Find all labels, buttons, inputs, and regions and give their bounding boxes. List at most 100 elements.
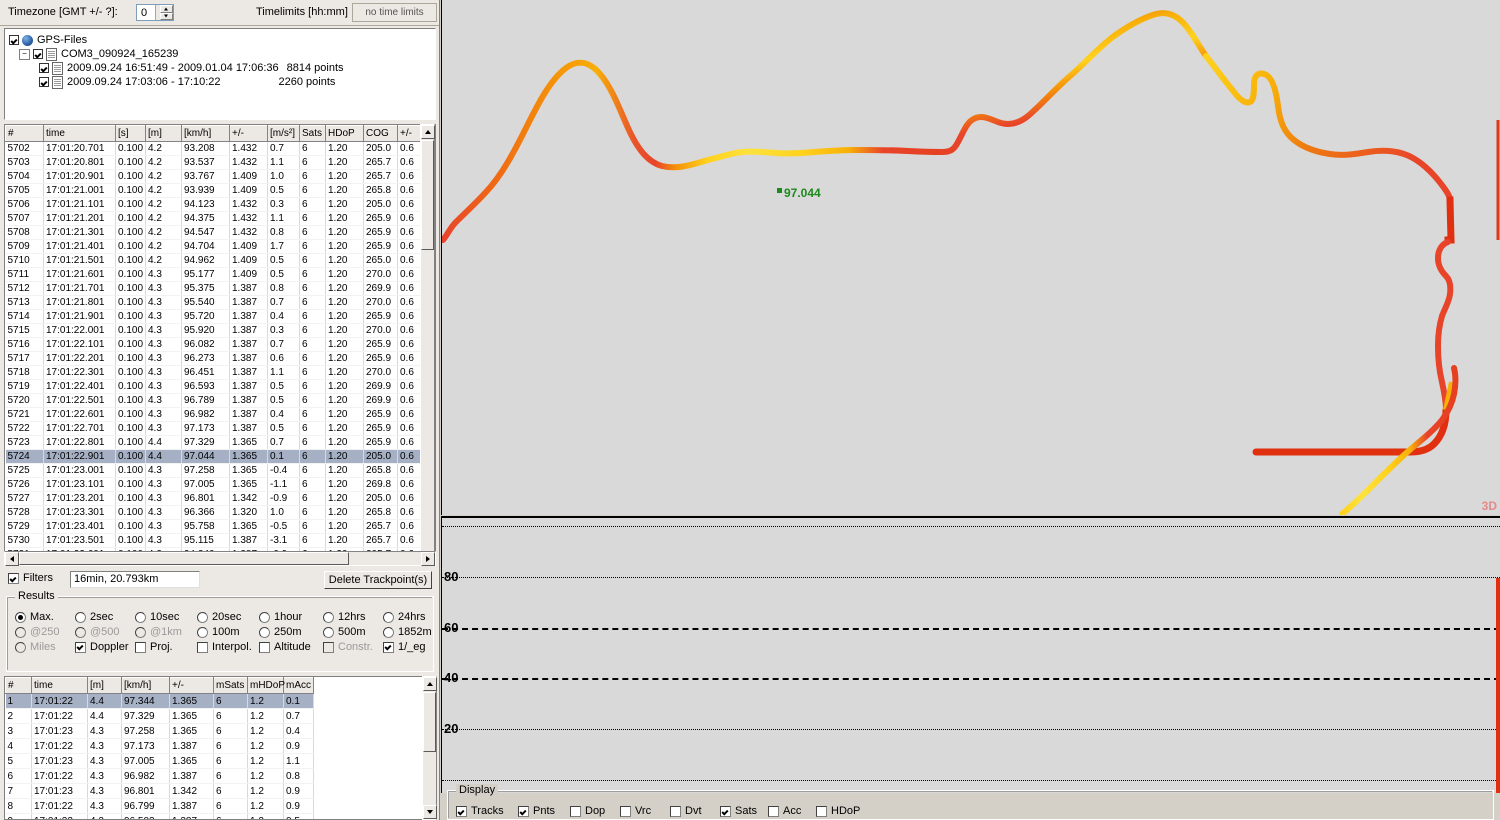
checkbox-icon[interactable] xyxy=(33,49,43,59)
results-option-2[interactable]: Proj. xyxy=(135,641,173,653)
checkbox-icon[interactable] xyxy=(8,572,19,584)
table-row[interactable]: 5714 17:01:21.901 0.100 4.3 95.720 1.387 0.4 6 1… xyxy=(5,309,435,324)
scroll-left-icon[interactable] xyxy=(5,552,19,566)
column-header-6[interactable]: [m/s²] xyxy=(267,125,300,142)
display-checkbox-sats[interactable]: Sats xyxy=(720,805,757,817)
scroll-right-icon[interactable] xyxy=(421,552,435,566)
hscroll-thumb[interactable] xyxy=(19,552,349,565)
checkbox-icon[interactable] xyxy=(39,77,49,87)
checkbox-icon[interactable] xyxy=(670,805,681,817)
table-row[interactable]: 5724 17:01:22.901 0.100 4.4 97.044 1.365 0.1 6 1… xyxy=(5,449,435,464)
table-body[interactable]: 5702 17:01:20.701 0.100 4.2 93.208 1.432 0.7 6 1… xyxy=(5,141,435,565)
table-row[interactable]: 5721 17:01:22.601 0.100 4.3 96.982 1.387 0.4 6 1… xyxy=(5,407,435,422)
table-row[interactable]: 5726 17:01:23.101 0.100 4.3 97.005 1.365 -1.1 6… xyxy=(5,477,435,492)
radio-icon[interactable] xyxy=(383,626,394,638)
column-header-0[interactable]: # xyxy=(5,125,44,142)
scroll-up-icon[interactable] xyxy=(423,677,437,691)
table-row[interactable]: 5717 17:01:22.201 0.100 4.3 96.273 1.387 0.6 6 1… xyxy=(5,351,435,366)
radio-icon[interactable] xyxy=(323,626,334,638)
scroll-up-icon[interactable] xyxy=(421,125,435,139)
list-item[interactable]: 3 17:01:23 4.3 97.258 1.365 6 1.2 0.4 xyxy=(5,723,314,739)
checkbox-icon[interactable] xyxy=(570,805,581,817)
results-interval-radio-2[interactable]: 10sec xyxy=(135,611,179,623)
results-column-header-5[interactable]: mSats xyxy=(213,677,248,694)
column-header-4[interactable]: [km/h] xyxy=(181,125,230,142)
filter-summary-field[interactable]: 16min, 20.793km xyxy=(70,571,200,588)
radio-icon[interactable] xyxy=(259,626,270,638)
table-row[interactable]: 5727 17:01:23.201 0.100 4.3 96.801 1.342 -0.9 6… xyxy=(5,491,435,506)
display-checkbox-acc[interactable]: Acc xyxy=(768,805,801,817)
table-row[interactable]: 5713 17:01:21.801 0.100 4.3 95.540 1.387 0.7 6 1… xyxy=(5,295,435,310)
results-column-header-4[interactable]: +/- xyxy=(169,677,214,694)
table-row[interactable]: 5718 17:01:22.301 0.100 4.3 96.451 1.387 1.1 6 1… xyxy=(5,365,435,380)
list-item[interactable]: 8 17:01:22 4.3 96.799 1.387 6 1.2 0.9 xyxy=(5,798,314,814)
radio-icon[interactable] xyxy=(323,611,334,623)
results-distance-radio-6[interactable]: 1852m xyxy=(383,626,432,638)
column-header-1[interactable]: time xyxy=(43,125,116,142)
table-row[interactable]: 5715 17:01:22.001 0.100 4.3 95.920 1.387 0.3 6 1… xyxy=(5,323,435,338)
results-distance-radio-4[interactable]: 250m xyxy=(259,626,302,638)
results-interval-radio-6[interactable]: 24hrs xyxy=(383,611,426,623)
table-row[interactable]: 5728 17:01:23.301 0.100 4.3 96.366 1.320 1.0 6 1… xyxy=(5,505,435,520)
vscroll-thumb[interactable] xyxy=(421,140,434,250)
checkbox-icon[interactable] xyxy=(197,641,208,653)
filters-checkbox[interactable]: Filters xyxy=(8,572,53,584)
results-column-header-6[interactable]: mHDoP xyxy=(247,677,285,694)
results-header-row[interactable]: # time [m] [km/h] +/- mSats mHDoP mAcc xyxy=(5,677,314,694)
table-row[interactable]: 5705 17:01:21.001 0.100 4.2 93.939 1.409 0.5 6 1… xyxy=(5,183,435,198)
column-header-7[interactable]: Sats xyxy=(299,125,326,142)
results-option-3[interactable]: Interpol. xyxy=(197,641,252,653)
results-interval-radio-0[interactable]: Max. xyxy=(15,611,54,623)
tree-item-track-0[interactable]: 2009.09.24 16:51:49 - 2009.01.04 17:06:3… xyxy=(5,61,435,75)
table-row[interactable]: 5719 17:01:22.401 0.100 4.3 96.593 1.387 0.5 6 1… xyxy=(5,379,435,394)
radio-icon[interactable] xyxy=(75,611,86,623)
column-header-9[interactable]: COG xyxy=(363,125,398,142)
spin-down-icon[interactable] xyxy=(159,12,173,20)
trackpoint-table-vscrollbar[interactable] xyxy=(420,124,435,566)
checkbox-icon[interactable] xyxy=(620,805,631,817)
table-row[interactable]: 5722 17:01:22.701 0.100 4.3 97.173 1.387 0.5 6 1… xyxy=(5,421,435,436)
table-row[interactable]: 5730 17:01:23.501 0.100 4.3 95.115 1.387 -3.1 6… xyxy=(5,533,435,548)
timezone-stepper[interactable]: 0 xyxy=(136,4,174,21)
radio-icon[interactable] xyxy=(259,611,270,623)
list-item[interactable]: 5 17:01:23 4.3 97.005 1.365 6 1.2 1.1 xyxy=(5,753,314,769)
table-row[interactable]: 5716 17:01:22.101 0.100 4.3 96.082 1.387 0.7 6 1… xyxy=(5,337,435,352)
results-table[interactable]: # time [m] [km/h] +/- mSats mHDoP mAcc 1 17:01:2… xyxy=(4,676,436,820)
table-row[interactable]: 5708 17:01:21.301 0.100 4.2 94.547 1.432 0.8 6 1… xyxy=(5,225,435,240)
table-row[interactable]: 5725 17:01:23.001 0.100 4.3 97.258 1.365 -0.4 6… xyxy=(5,463,435,478)
map-3d-badge[interactable]: 3D xyxy=(1481,499,1497,513)
table-header-row[interactable]: # time [s] [m] [km/h] +/- [m/s²] Sats HDoP COG +/-… xyxy=(5,125,435,142)
table-row[interactable]: 5703 17:01:20.801 0.100 4.2 93.537 1.432 1.1 6 1… xyxy=(5,155,435,170)
display-checkbox-dop[interactable]: Dop xyxy=(570,805,605,817)
table-row[interactable]: 5704 17:01:20.901 0.100 4.2 93.767 1.409 1.0 6 1… xyxy=(5,169,435,184)
gps-file-tree[interactable]: GPS-Files − COM3_090924_165239 2009.09.2… xyxy=(4,28,436,120)
table-row[interactable]: 5706 17:01:21.101 0.100 4.2 94.123 1.432 0.3 6 1… xyxy=(5,197,435,212)
list-item[interactable]: 4 17:01:22 4.3 97.173 1.387 6 1.2 0.9 xyxy=(5,738,314,754)
column-header-2[interactable]: [s] xyxy=(115,125,146,142)
results-column-header-0[interactable]: # xyxy=(5,677,32,694)
display-checkbox-pnts[interactable]: Pnts xyxy=(518,805,555,817)
results-option-1[interactable]: Doppler xyxy=(75,641,129,653)
results-interval-radio-3[interactable]: 20sec xyxy=(197,611,241,623)
results-interval-radio-1[interactable]: 2sec xyxy=(75,611,113,623)
table-row[interactable]: 5710 17:01:21.501 0.100 4.2 94.962 1.409 0.5 6 1… xyxy=(5,253,435,268)
speed-profile-chart[interactable]: 20 40 60 80 xyxy=(441,516,1500,793)
results-interval-radio-5[interactable]: 12hrs xyxy=(323,611,366,623)
checkbox-icon[interactable] xyxy=(816,805,827,817)
checkbox-icon[interactable] xyxy=(383,641,394,653)
results-column-header-2[interactable]: [m] xyxy=(87,677,122,694)
results-column-header-1[interactable]: time xyxy=(31,677,88,694)
results-body[interactable]: 1 17:01:22 4.4 97.344 1.365 6 1.2 0.1 2 17:01:22 4… xyxy=(5,693,314,819)
display-checkbox-dvt[interactable]: Dvt xyxy=(670,805,702,817)
tree-item-track-1[interactable]: 2009.09.24 17:03:06 - 17:10:22 2260 poin… xyxy=(5,75,435,89)
results-distance-radio-5[interactable]: 500m xyxy=(323,626,366,638)
checkbox-icon[interactable] xyxy=(518,805,529,817)
radio-icon[interactable] xyxy=(197,626,208,638)
column-header-8[interactable]: HDoP xyxy=(325,125,364,142)
checkbox-icon[interactable] xyxy=(768,805,779,817)
list-item[interactable]: 1 17:01:22 4.4 97.344 1.365 6 1.2 0.1 xyxy=(5,693,314,709)
results-vscroll-thumb[interactable] xyxy=(423,692,436,752)
trackpoint-table-hscrollbar[interactable] xyxy=(4,551,436,566)
results-column-header-7[interactable]: mAcc xyxy=(283,677,314,694)
